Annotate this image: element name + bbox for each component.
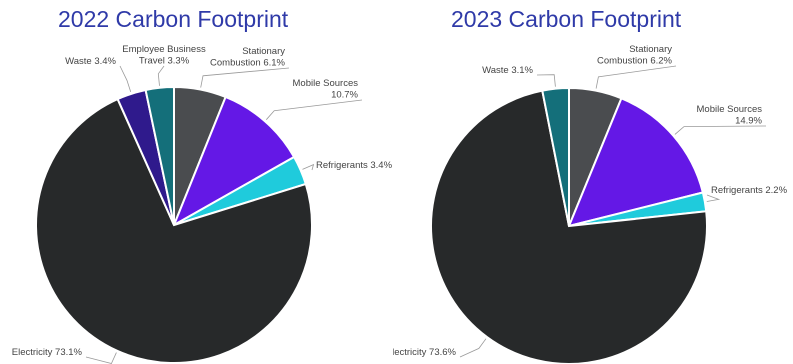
slice-label-line: Electricity 73.6% <box>393 347 457 358</box>
leader-line <box>265 99 363 120</box>
slice-label-line: Stationary <box>242 46 285 57</box>
slice-label-line: 14.9% <box>735 116 762 127</box>
slice-label: Employee Business Travel 3.3% <box>122 44 206 67</box>
slice-label: Waste 3.4% <box>65 56 116 67</box>
slice-label: Refrigerants 3.4% <box>316 160 393 171</box>
slice-label-line: Combustion 6.1% <box>210 58 286 69</box>
pie-chart-2023: Stationary Combustion 6.2% Mobile Sources 1… <box>393 44 788 364</box>
leader-line <box>157 65 165 86</box>
leader-line <box>595 65 677 89</box>
slice-label-line: Employee Business <box>122 44 206 55</box>
slice-label-line: Mobile Sources <box>293 78 359 89</box>
slice-label-line: Travel 3.3% <box>139 56 190 67</box>
leader-line <box>302 163 315 171</box>
leader-line <box>119 65 132 93</box>
pie-chart-2022: Stationary Combustion 6.1% Mobile Sources 1… <box>12 44 393 364</box>
leader-line <box>706 194 721 202</box>
slice-label-line: Mobile Sources <box>697 104 763 115</box>
leader-line <box>85 352 117 364</box>
slice-label: Refrigerants 2.2% <box>711 185 788 196</box>
slice-label-line: Electricity 73.1% <box>12 347 83 358</box>
slice-label-line: Waste 3.1% <box>482 65 533 76</box>
leader-line <box>459 338 487 358</box>
leader-line <box>536 74 556 87</box>
chart-title-2023: 2023 Carbon Footprint <box>451 6 682 32</box>
slice-label-line: 10.7% <box>331 90 358 101</box>
pie-slice <box>144 85 175 226</box>
slice-label: Mobile Sources 14.9% <box>697 104 763 127</box>
pie-slice <box>541 86 570 227</box>
slice-label: Mobile Sources 10.7% <box>293 78 359 101</box>
pie-slice <box>567 97 705 228</box>
slice-label: Waste 3.1% <box>482 65 533 76</box>
slice-label: Electricity 73.1% <box>12 347 83 358</box>
slice-label-line: Stationary <box>629 44 672 55</box>
slice-label-line: Refrigerants 2.2% <box>711 185 788 196</box>
slice-label-line: Refrigerants 3.4% <box>316 160 393 171</box>
slice-label-line: Waste 3.4% <box>65 56 116 67</box>
leader-line <box>200 67 290 88</box>
pie-slice <box>430 89 708 364</box>
slice-label: Electricity 73.6% <box>393 347 457 358</box>
slice-label: Stationary Combustion 6.1% <box>210 46 286 69</box>
pie-slice <box>35 97 313 364</box>
pie-slice <box>172 95 296 228</box>
chart-title-2022: 2022 Carbon Footprint <box>58 6 289 32</box>
slice-label: Stationary Combustion 6.2% <box>597 44 673 67</box>
leader-line <box>674 125 767 135</box>
slice-label-line: Combustion 6.2% <box>597 56 673 67</box>
